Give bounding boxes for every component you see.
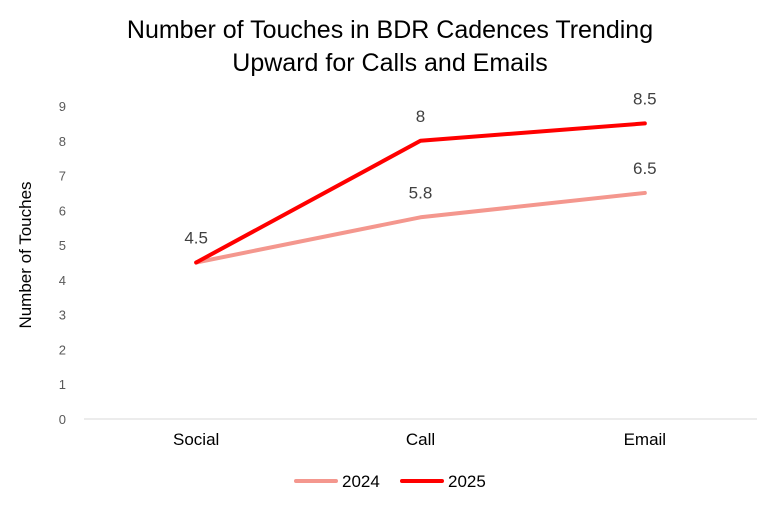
y-tick-label: 8 (59, 134, 66, 149)
y-tick-label: 6 (59, 203, 66, 218)
series-line-2025 (194, 121, 647, 265)
y-axis-label: Number of Touches (16, 181, 35, 328)
y-tick-label: 7 (59, 169, 66, 184)
y-axis-title-group: Number of Touches (16, 181, 35, 328)
x-axis-ticks: Social Call Email (173, 430, 666, 449)
legend: 2024 2025 (294, 472, 486, 491)
data-label: 8.5 (633, 89, 657, 108)
y-tick-label: 0 (59, 412, 66, 427)
y-tick-label: 1 (59, 377, 66, 392)
data-label: 5.8 (409, 183, 433, 202)
chart-title-line-1: Number of Touches in BDR Cadences Trendi… (126, 16, 654, 44)
chart-title: Number of Touches in BDR Cadences Trendi… (0, 14, 780, 80)
series-line-2024 (194, 190, 647, 265)
legend-label-2024: 2024 (342, 472, 380, 491)
chart-title-line-2: Upward for Calls and Emails (232, 49, 548, 77)
y-tick-label: 4 (59, 273, 66, 288)
y-tick-label: 2 (59, 342, 66, 357)
data-label: 6.5 (633, 159, 657, 178)
x-tick-label: Email (624, 430, 667, 449)
y-axis-ticks: 0 1 2 3 4 5 6 7 8 9 (59, 99, 66, 427)
y-tick-label: 9 (59, 99, 66, 114)
y-tick-label: 5 (59, 238, 66, 253)
x-tick-label: Call (406, 430, 435, 449)
y-tick-label: 3 (59, 308, 66, 323)
legend-label-2025: 2025 (448, 472, 486, 491)
data-labels: 5.8 6.5 4.5 8 8.5 (184, 89, 656, 247)
data-label: 8 (416, 107, 425, 126)
data-label: 4.5 (184, 229, 208, 248)
x-tick-label: Social (173, 430, 219, 449)
series-lines (194, 121, 647, 265)
